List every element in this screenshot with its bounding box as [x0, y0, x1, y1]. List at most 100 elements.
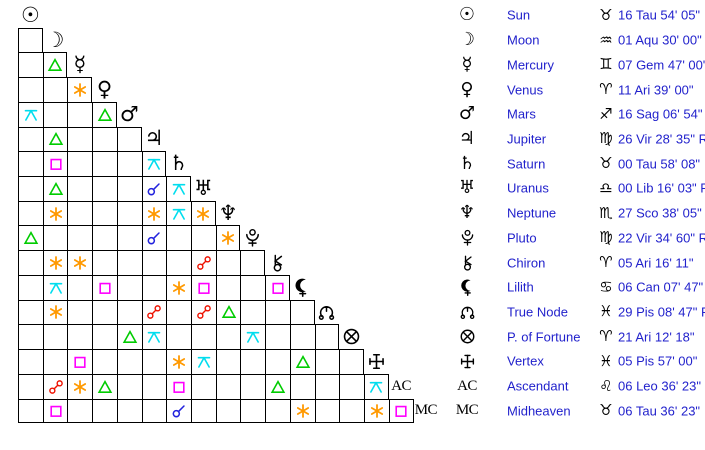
position-value: 26 Vir 28' 35": [618, 131, 695, 147]
planet-position: 00 Lib 16' 03" R: [618, 181, 705, 196]
quincunx-icon: [172, 208, 186, 220]
planet-position: 07 Gem 47' 00": [618, 57, 705, 72]
aspect-cell-mercury-moon: [42, 52, 68, 78]
aspect-cell-neptune-mars: [116, 200, 142, 226]
quincunx-icon: [247, 332, 260, 343]
aspect-cell-chiron-saturn: [166, 250, 192, 275]
table-row-lilith: Lilith ♋ 06 Can 07' 47": [0, 275, 705, 300]
aspect-cell-uranus-mars: [116, 176, 142, 201]
aspect-cell-jupiter-mercury: [67, 126, 93, 152]
table-row-fortune: P. of Fortune ♈ 21 Ari 12' 18": [0, 324, 705, 349]
position-value: 06 Tau 36' 23": [618, 403, 701, 419]
square-icon: [173, 381, 185, 393]
aspect-cell-mc-ac: [388, 398, 414, 424]
conjunction-icon: [148, 183, 161, 196]
aspect-cell-fortune-venus: [92, 324, 117, 350]
sextile-icon: [49, 206, 62, 221]
planet-name: Jupiter: [507, 131, 547, 147]
aspect-cell-pluto-mercury: [67, 225, 93, 251]
lilith-icon: [295, 278, 307, 297]
sign-glyph-cell: ♍: [595, 225, 617, 250]
aspect-cell-vertex-sun: [18, 349, 43, 374]
quincunx-icon: [172, 183, 185, 195]
planet-glyph-cell: ♀: [452, 77, 482, 102]
aspect-cell-lilith-mercury: [67, 274, 93, 300]
position-value: 05 Ari 16' 11": [618, 255, 694, 271]
aspect-cell-uranus-mercury: [67, 176, 93, 201]
leo-icon: ♌: [599, 376, 613, 395]
aspect-cell-mc-mars: [116, 398, 142, 424]
sun-icon: ☉: [20, 2, 40, 27]
sextile-icon: [73, 83, 86, 97]
aspect-cell-fortune-uranus: [191, 324, 216, 350]
aspect-cell-true-node-uranus: [191, 299, 216, 325]
aspect-cell-mc-jupiter: [141, 398, 167, 424]
aspect-cell-fortune-neptune: [215, 324, 241, 350]
chiron-icon: [273, 254, 283, 272]
position-value: 06 Leo 36' 23": [618, 378, 702, 394]
sign-glyph-cell: ♈: [595, 250, 617, 275]
chiron-icon: [463, 255, 472, 271]
position-value: 27 Sco 38' 05": [618, 205, 702, 221]
table-row-saturn: ♄ Saturn ♉ 00 Tau 58' 08": [0, 151, 705, 176]
aspect-cell-vertex-pluto: [240, 349, 266, 374]
planet-position: 01 Aqu 30' 00": [618, 33, 702, 48]
planet-glyph-cell: [452, 275, 482, 300]
aspect-cell-chiron-mars: [116, 250, 142, 275]
conjunction-icon: [148, 232, 161, 245]
trine-icon: [48, 132, 63, 146]
opposition-icon: [197, 305, 211, 320]
position-value: 05 Pis 57' 00": [618, 353, 698, 369]
planet-name: Saturn: [507, 156, 546, 172]
true-node-icon: [319, 306, 335, 321]
aspect-cell-venus-moon: [42, 77, 68, 102]
planet-name: Mercury: [507, 57, 554, 73]
planet-name: Uranus: [507, 180, 549, 196]
grid-row-lilith: [18, 274, 315, 300]
planet-position: 06 Leo 36' 23": [618, 379, 701, 394]
planet-glyph-cell: AC: [452, 374, 482, 399]
aspect-cell-mc-vertex: [364, 398, 389, 424]
aspect-cell-ac-fortune: [339, 373, 365, 399]
sign-glyph-cell: ♒: [595, 28, 617, 53]
aspect-cell-ac-pluto: [240, 373, 266, 399]
aspect-cell-chiron-pluto: [240, 250, 266, 275]
aspect-cell-uranus-venus: [92, 176, 117, 201]
aries-icon: ♈: [599, 80, 613, 99]
sign-glyph-cell: ♏: [595, 201, 617, 226]
planet-position: 16 Tau 54' 05": [618, 8, 700, 23]
mars-icon: ♂: [458, 103, 476, 125]
planet-name: Mars: [507, 106, 536, 122]
trine-icon: [270, 379, 286, 393]
aspect-cell-true-node-jupiter: [141, 299, 167, 325]
aspect-cell-pluto-neptune: [215, 225, 241, 251]
table-row-moon: ☽ Moon ♒ 01 Aqu 30' 00": [0, 28, 705, 53]
aspect-cell-jupiter-moon: [42, 126, 68, 152]
sextile-icon: [148, 206, 161, 221]
grid-row-venus: ♀: [18, 77, 117, 102]
planet-glyph-cell: ♆: [452, 201, 482, 226]
aspect-cell-true-node-lilith: [289, 299, 315, 325]
planet-position: 22 Vir 34' 60" R: [618, 230, 705, 245]
grid-row-ac: AC: [18, 373, 414, 399]
aspect-cell-ac-chiron: [265, 373, 290, 399]
venus-icon: ♀: [460, 78, 474, 100]
ac-label: AC: [391, 377, 412, 394]
pisces-icon: ♓: [599, 351, 613, 370]
aspect-cell-vertex-saturn: [166, 349, 192, 374]
aspect-cell-venus-sun: [18, 77, 43, 102]
mc-label: MC: [414, 402, 438, 419]
planet-glyph-cell: ☉: [452, 3, 482, 28]
sagittarius-icon: ♐: [599, 104, 613, 123]
aspect-cell-moon-sun: [18, 27, 43, 53]
uranus-icon: ♅: [458, 177, 476, 199]
aspect-cell-ac-true-node: [314, 373, 340, 399]
planet-name: Lilith: [507, 279, 534, 295]
aspect-cell-true-node-pluto: [240, 299, 266, 325]
aspect-cell-lilith-jupiter: [141, 274, 167, 300]
scorpio-icon: ♏: [599, 203, 613, 222]
planet-position: 05 Pis 57' 00": [618, 354, 697, 369]
planet-glyph-cell: ♃: [452, 127, 482, 152]
table-row-true-node: True Node ♓ 29 Pis 08' 47" R: [0, 300, 705, 325]
